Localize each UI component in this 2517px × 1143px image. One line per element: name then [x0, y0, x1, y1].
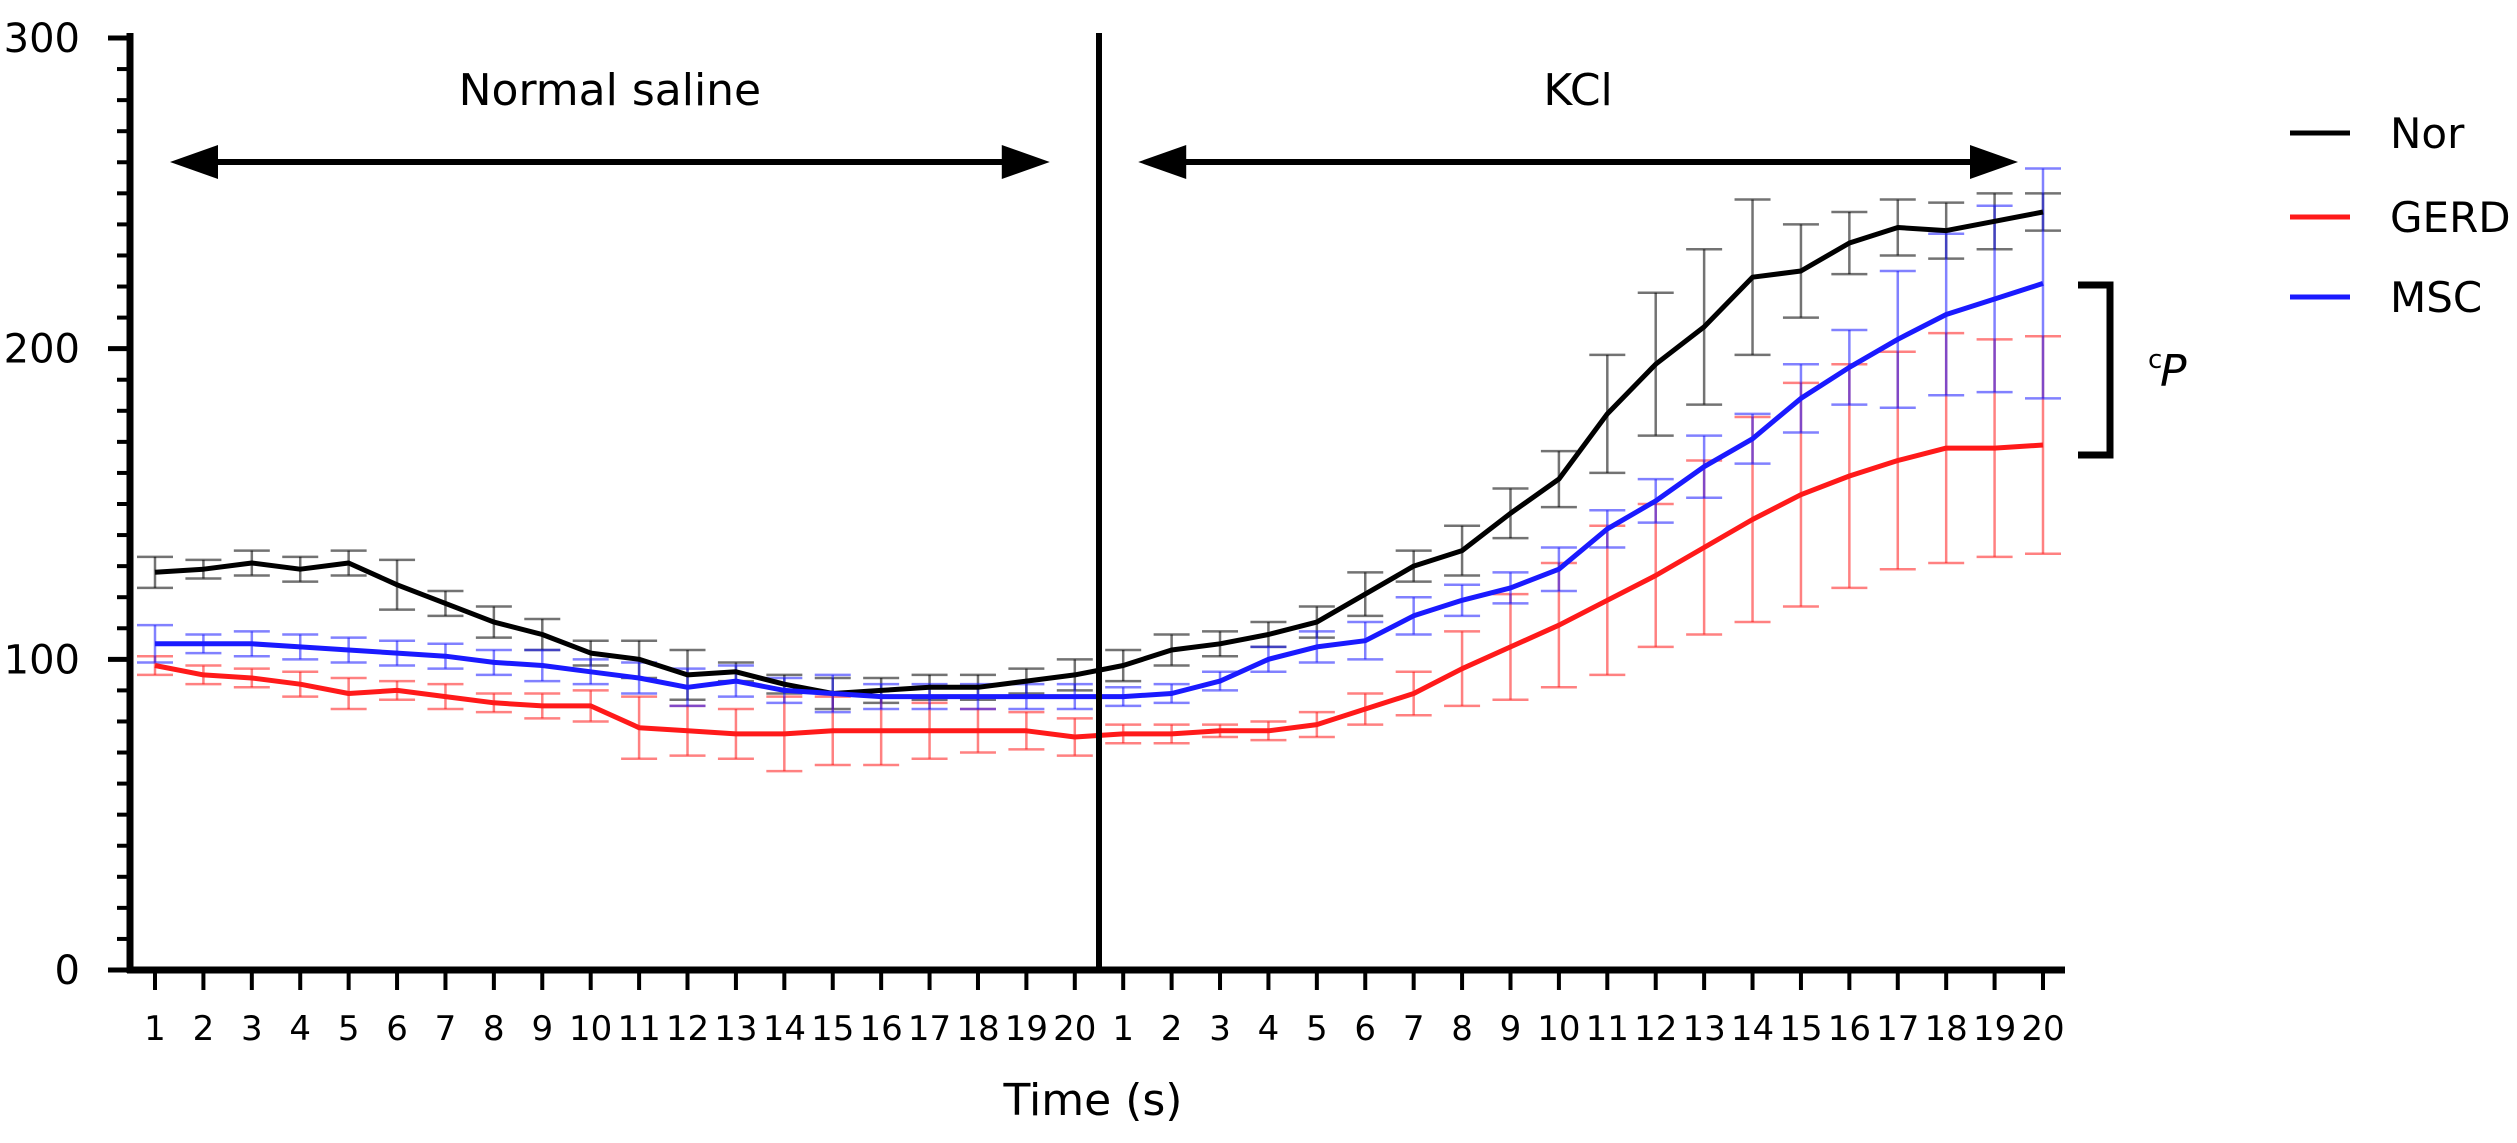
- x-tick-label: 5: [338, 1009, 360, 1049]
- x-tick-label: 11: [617, 1009, 660, 1049]
- x-tick-label: 20: [2021, 1009, 2064, 1049]
- x-tick-label: 6: [1354, 1009, 1376, 1049]
- x-tick-label: 11: [1586, 1009, 1629, 1049]
- x-tick-label: 13: [1682, 1009, 1725, 1049]
- x-tick-label: 17: [1876, 1009, 1919, 1049]
- x-tick-label: 17: [908, 1009, 951, 1049]
- x-tick-label: 14: [763, 1009, 806, 1049]
- legend: Nor GERD MSC: [2290, 109, 2511, 322]
- error-bar: [137, 555, 173, 590]
- x-tick-label: 6: [386, 1009, 408, 1049]
- legend-item-msc: MSC: [2290, 273, 2482, 322]
- x-tick-label: 1: [1112, 1009, 1134, 1049]
- x-tick-label: 9: [531, 1009, 553, 1049]
- x-tick-label: 3: [1209, 1009, 1231, 1049]
- significance-superscript: c: [2148, 345, 2162, 375]
- x-tick-label: 19: [1005, 1009, 1048, 1049]
- x-tick-label: 9: [1500, 1009, 1522, 1049]
- legend-item-nor: Nor: [2290, 109, 2465, 158]
- x-tick-label: 7: [435, 1009, 457, 1049]
- legend-label: MSC: [2390, 273, 2482, 322]
- x-tick-label: 13: [714, 1009, 757, 1049]
- x-axis-title: Time (s): [1003, 1075, 1183, 1126]
- x-tick-label: 19: [1973, 1009, 2016, 1049]
- x-tick-label: 8: [1451, 1009, 1473, 1049]
- x-tick-label: 16: [860, 1009, 903, 1049]
- x-tick-label: 3: [241, 1009, 263, 1049]
- x-tick-label: 14: [1731, 1009, 1774, 1049]
- x-tick-label: 18: [956, 1009, 999, 1049]
- x-tick-label: 8: [483, 1009, 505, 1049]
- error-bars: [137, 167, 2061, 773]
- x-tick-label: 5: [1306, 1009, 1328, 1049]
- x-tick-label: 12: [666, 1009, 709, 1049]
- x-tick-label: 16: [1828, 1009, 1871, 1049]
- significance-p-label: P: [2160, 346, 2187, 397]
- significance-bracket: [2078, 281, 2114, 459]
- x-tick-label: 7: [1403, 1009, 1425, 1049]
- x-tick-label: 4: [1258, 1009, 1280, 1049]
- y-tick-label: 300: [4, 16, 80, 62]
- y-tick-label: 200: [4, 327, 80, 373]
- y-tick-label: 0: [55, 948, 80, 994]
- x-tick-label: 15: [1779, 1009, 1822, 1049]
- significance-annotation: cP: [2078, 281, 2187, 459]
- section-arrow: [1138, 145, 2018, 179]
- x-tick-label: 15: [811, 1009, 854, 1049]
- x-tick-label: 10: [1537, 1009, 1580, 1049]
- legend-item-gerd: GERD: [2290, 193, 2511, 242]
- legend-label: GERD: [2390, 193, 2511, 242]
- section-arrow: [170, 145, 1050, 179]
- x-tick-label: 18: [1925, 1009, 1968, 1049]
- legend-label: Nor: [2390, 109, 2465, 158]
- axes: [108, 33, 2065, 990]
- x-tick-label: 2: [193, 1009, 215, 1049]
- x-tick-label: 12: [1634, 1009, 1677, 1049]
- y-tick-label: 100: [4, 637, 80, 683]
- x-tick-label: 4: [289, 1009, 311, 1049]
- x-tick-label: 2: [1161, 1009, 1183, 1049]
- x-tick-label: 20: [1053, 1009, 1096, 1049]
- section-label: Normal saline: [459, 65, 761, 116]
- section-label: KCl: [1543, 65, 1612, 116]
- x-tick-label: 10: [569, 1009, 612, 1049]
- x-tick-label: 1: [144, 1009, 166, 1049]
- section-markers: Normal saline KCl: [170, 33, 2018, 970]
